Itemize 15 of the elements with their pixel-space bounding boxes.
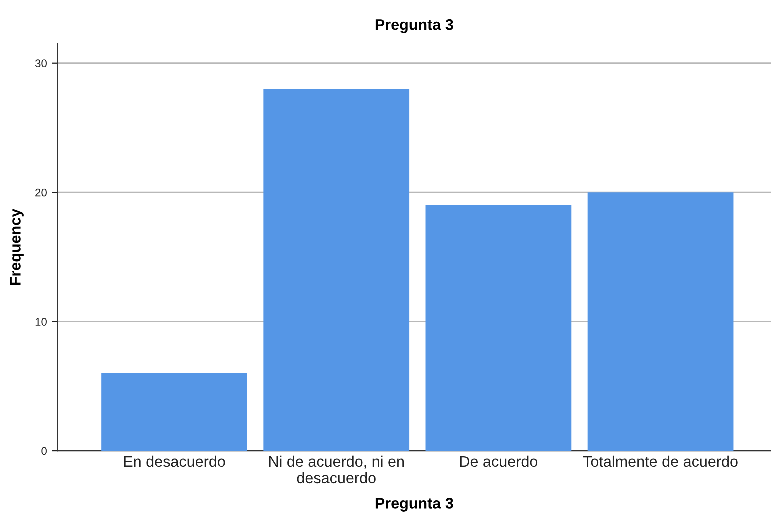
x-axis-title: Pregunta 3 xyxy=(376,498,454,512)
bar xyxy=(264,89,410,452)
bar xyxy=(426,206,572,452)
y-axis-title: Frequency xyxy=(10,208,24,286)
x-tick-label: Totalmente de acuerdo xyxy=(583,456,738,468)
y-tick-label: 30 xyxy=(35,60,47,68)
x-tick-label: Ni de acuerdo, ni en desacuerdo xyxy=(270,456,404,484)
x-tick-label: En desacuerdo xyxy=(124,456,226,468)
y-tick-label: 10 xyxy=(36,318,47,326)
chart-title: Pregunta 3 xyxy=(376,19,454,34)
y-tick-label: 0 xyxy=(42,447,47,456)
bar xyxy=(102,374,248,452)
y-tick-label: 20 xyxy=(36,188,47,197)
bar xyxy=(588,192,734,452)
x-tick-label: De acuerdo xyxy=(460,456,538,468)
